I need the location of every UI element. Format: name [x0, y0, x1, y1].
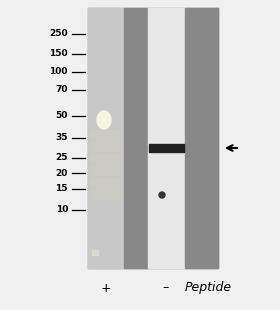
- Text: –: –: [163, 281, 169, 294]
- Text: 15: 15: [55, 184, 68, 193]
- Ellipse shape: [159, 192, 165, 198]
- Bar: [90, 142, 121, 150]
- Bar: [124, 8, 148, 268]
- Bar: [88, 8, 218, 268]
- Text: 100: 100: [50, 67, 68, 76]
- Text: +: +: [101, 281, 111, 294]
- Bar: [90, 190, 121, 198]
- Bar: [148, 8, 185, 268]
- Text: Peptide: Peptide: [185, 281, 232, 294]
- Text: 10: 10: [56, 205, 68, 214]
- Bar: [92, 250, 98, 255]
- Text: 150: 150: [49, 49, 68, 58]
- Text: 25: 25: [55, 153, 68, 162]
- Text: 50: 50: [56, 111, 68, 120]
- Ellipse shape: [97, 111, 111, 129]
- Text: 250: 250: [49, 29, 68, 38]
- Bar: [90, 154, 121, 162]
- Bar: [185, 8, 218, 268]
- Bar: [90, 178, 121, 186]
- Bar: [149, 144, 184, 152]
- Bar: [90, 130, 121, 138]
- Text: 20: 20: [56, 169, 68, 178]
- Text: 70: 70: [55, 85, 68, 95]
- Bar: [88, 8, 124, 268]
- Bar: [90, 166, 121, 174]
- Text: 35: 35: [55, 134, 68, 143]
